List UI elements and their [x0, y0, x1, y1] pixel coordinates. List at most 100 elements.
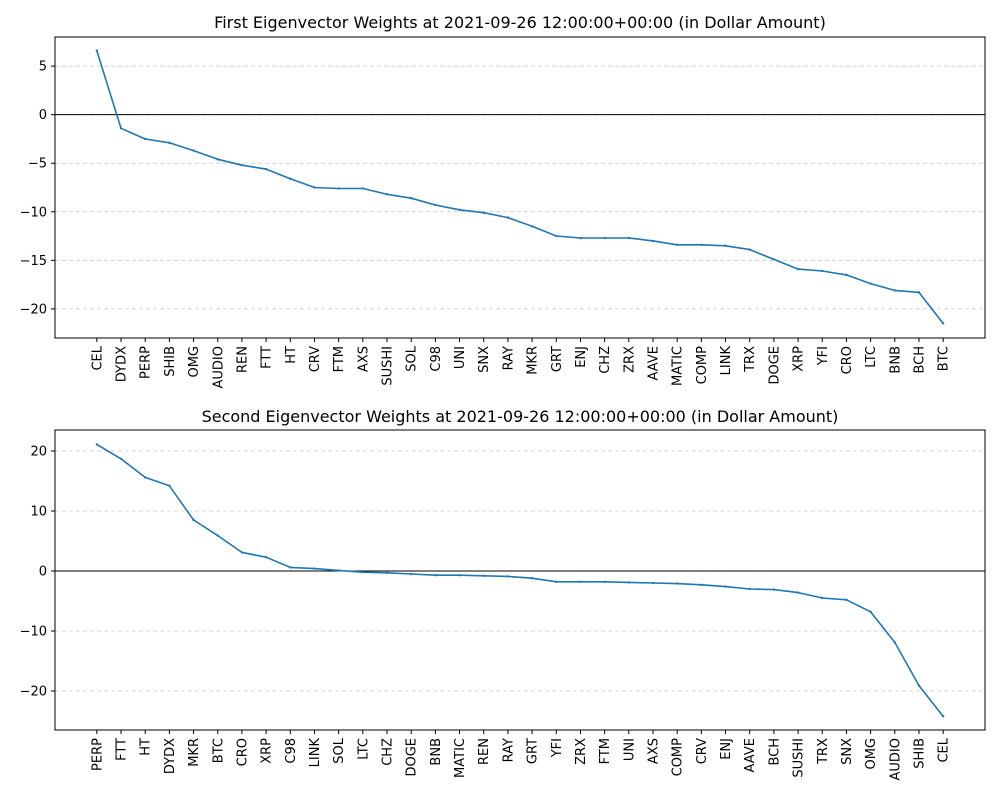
data-point: [216, 534, 219, 537]
x-tick-label: LINK: [308, 738, 323, 768]
x-tick-label: LTC: [864, 346, 879, 368]
x-tick-label: AUDIO: [888, 738, 903, 781]
data-point: [845, 598, 848, 601]
data-point: [337, 187, 340, 190]
y-tick-label: −20: [20, 685, 47, 700]
chart-title: Second Eigenvector Weights at 2021-09-26…: [202, 407, 839, 426]
x-tick-label: CRV: [695, 738, 710, 764]
data-point: [385, 193, 389, 196]
data-point: [941, 715, 945, 718]
x-tick-label: SOL: [332, 737, 347, 763]
data-point: [941, 322, 945, 325]
data-point: [821, 269, 824, 273]
data-point: [530, 577, 534, 580]
data-point: [313, 567, 316, 570]
x-tick-label: REN: [477, 738, 492, 765]
data-point: [144, 476, 147, 479]
data-point: [603, 236, 606, 240]
x-tick-label: C98: [429, 346, 444, 372]
x-tick-label: C98: [284, 738, 299, 764]
data-point: [530, 225, 534, 228]
x-tick-label: AAVE: [743, 738, 758, 772]
data-point: [893, 641, 896, 644]
data-point: [917, 684, 921, 687]
data-point: [289, 177, 292, 180]
data-point: [845, 273, 848, 277]
data-point: [821, 596, 824, 600]
data-point: [579, 236, 582, 240]
data-point: [385, 571, 389, 574]
x-tick-label: FTT: [115, 738, 130, 761]
data-point: [627, 236, 631, 240]
data-point: [409, 196, 413, 200]
data-point: [724, 244, 727, 247]
x-tick-label: XRP: [792, 346, 807, 372]
data-point: [264, 556, 268, 559]
x-tick-label: PERP: [139, 346, 154, 379]
x-tick-label: SOL: [405, 345, 420, 371]
data-point: [506, 575, 510, 578]
data-point: [796, 267, 800, 271]
second-eigenvector-chart: Second Eigenvector Weights at 2021-09-26…: [20, 407, 986, 781]
y-tick-label: −20: [20, 302, 47, 317]
x-tick-label: CHZ: [598, 346, 613, 374]
data-point: [700, 583, 703, 586]
x-tick-label: RAY: [501, 346, 516, 370]
x-tick-label: HT: [284, 346, 299, 364]
data-point: [168, 484, 171, 487]
chart-title: First Eigenvector Weights at 2021-09-26 …: [214, 13, 826, 32]
data-point: [361, 571, 365, 574]
y-tick-label: 0: [39, 108, 47, 123]
x-tick-label: TRX: [816, 738, 831, 765]
data-point: [869, 282, 872, 285]
x-tick-label: SNX: [477, 346, 492, 373]
series-line: [96, 50, 944, 324]
x-tick-label: LTC: [356, 738, 371, 760]
data-point: [675, 582, 679, 585]
x-tick-label: BTC: [937, 346, 952, 371]
data-point: [772, 258, 776, 261]
data-point: [168, 141, 171, 145]
data-point: [119, 457, 123, 460]
x-tick-label: COMP: [695, 346, 710, 385]
x-tick-label: SUSHI: [792, 738, 807, 778]
x-tick-label: XRP: [260, 738, 275, 764]
data-point: [337, 569, 340, 572]
data-point: [95, 443, 99, 446]
y-tick-label: 5: [39, 60, 47, 75]
x-tick-label: OMG: [187, 346, 202, 378]
x-tick-label: YFI: [550, 738, 565, 758]
x-tick-label: CHZ: [381, 738, 396, 766]
data-point: [192, 518, 195, 522]
x-tick-label: BNB: [888, 346, 903, 374]
x-tick-label: COMP: [671, 738, 686, 777]
x-tick-label: CRO: [235, 738, 250, 766]
data-point: [555, 234, 558, 238]
data-point: [555, 580, 558, 583]
x-tick-label: FTM: [332, 346, 347, 372]
x-tick-label: BTC: [211, 738, 226, 763]
data-point: [627, 581, 631, 584]
data-point: [264, 167, 268, 171]
x-tick-label: ZRX: [622, 346, 637, 373]
data-point: [748, 587, 751, 591]
x-tick-label: YFI: [816, 346, 831, 366]
data-point: [240, 551, 244, 554]
data-point: [434, 203, 437, 207]
x-tick-label: SHIB: [912, 738, 927, 769]
data-point: [579, 580, 582, 583]
data-point: [144, 137, 147, 141]
x-tick-label: CEL: [90, 345, 105, 370]
data-point: [240, 163, 244, 167]
y-tick-label: 20: [30, 445, 47, 460]
plot-frame: [54, 36, 986, 339]
x-tick-label: FTT: [260, 346, 275, 369]
x-tick-label: AXS: [356, 346, 371, 372]
x-tick-label: HT: [139, 738, 154, 756]
y-tick-label: −10: [20, 205, 47, 220]
x-tick-label: CEL: [937, 737, 952, 762]
y-tick-label: −15: [20, 254, 47, 269]
x-tick-label: MATIC: [671, 346, 686, 386]
x-tick-label: CRO: [840, 346, 855, 374]
x-tick-label: OMG: [864, 738, 879, 770]
